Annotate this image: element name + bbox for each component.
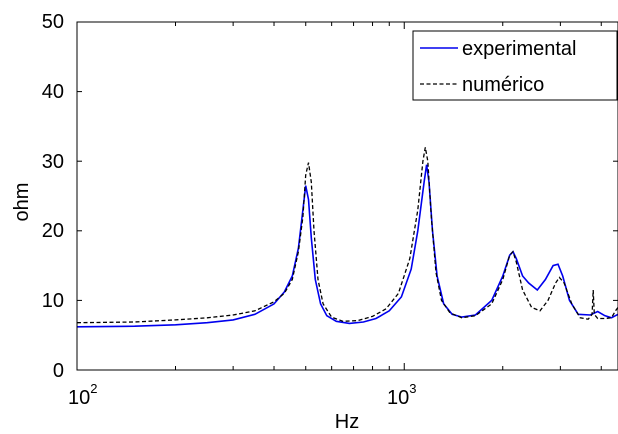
plot-lines <box>77 147 618 328</box>
x-tick-base: 10 <box>68 387 90 409</box>
x-axis-title: Hz <box>335 411 359 433</box>
y-tick-label: 10 <box>42 290 64 312</box>
axis-ticks <box>76 21 618 371</box>
x-tick-exponent: 3 <box>409 381 416 396</box>
y-tick-label: 20 <box>42 220 64 242</box>
x-tick-labels: 102 103 <box>68 381 416 409</box>
y-tick-label: 30 <box>42 151 64 173</box>
x-tick-label: 102 <box>68 381 97 409</box>
series-line-numerico <box>77 147 618 324</box>
legend-label-numerico: numérico <box>462 74 544 96</box>
y-tick-label: 0 <box>53 360 64 382</box>
legend-box <box>412 30 618 101</box>
legend: experimental numérico <box>412 30 618 101</box>
plot-frame <box>76 21 618 371</box>
series-line-experimental <box>77 164 618 328</box>
y-tick-label: 40 <box>42 81 64 103</box>
x-tick-exponent: 2 <box>90 381 97 396</box>
x-tick-label: 103 <box>387 381 416 409</box>
legend-label-experimental: experimental <box>462 38 577 60</box>
y-axis-title: ohm <box>11 183 33 222</box>
x-tick-base: 10 <box>387 387 409 409</box>
y-tick-labels: 0 10 20 30 40 50 <box>42 11 64 382</box>
y-tick-label: 50 <box>42 11 64 33</box>
